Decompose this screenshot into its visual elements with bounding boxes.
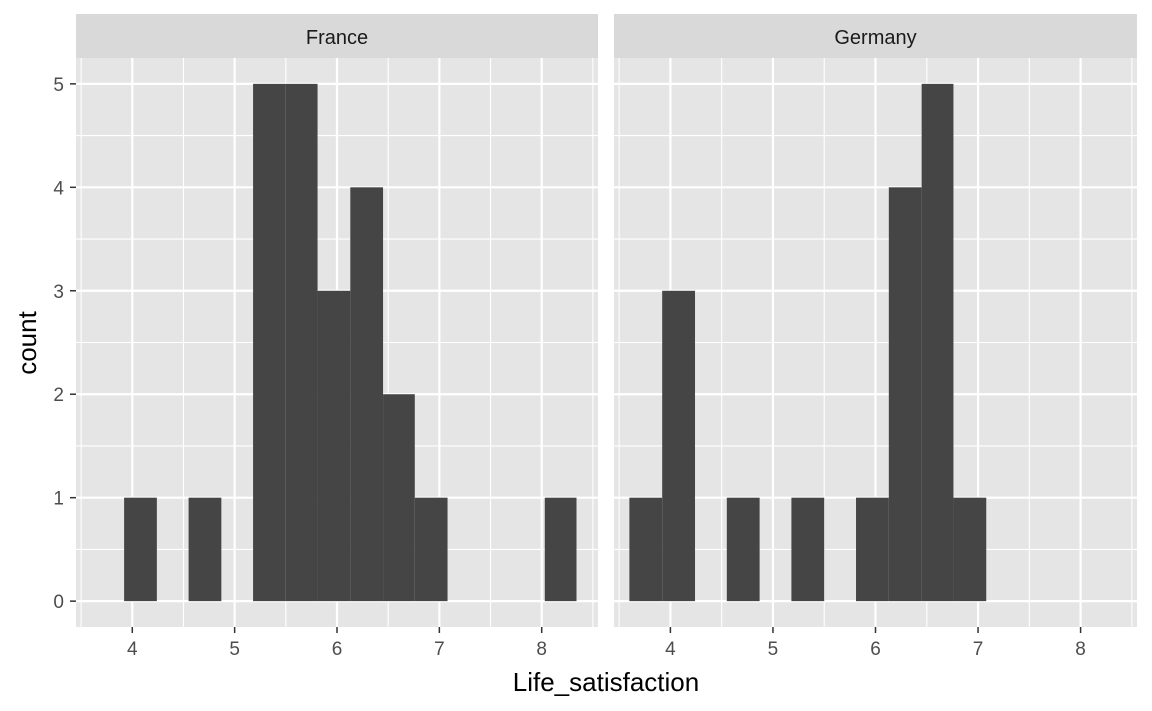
histogram-bar: [921, 83, 954, 602]
y-axis-title: count: [12, 310, 42, 374]
x-tick-label: 8: [536, 639, 547, 660]
facet-strip-label: France: [306, 27, 368, 49]
histogram-bar: [383, 394, 415, 602]
histogram-bar: [856, 497, 889, 602]
histogram-bar: [253, 83, 286, 602]
x-tick-label: 4: [127, 639, 138, 660]
y-tick-label: 3: [53, 282, 64, 303]
histogram-bar: [414, 497, 448, 602]
x-tick-label: 7: [434, 639, 445, 660]
y-tick-label: 1: [53, 489, 64, 510]
histogram-bar: [888, 187, 922, 602]
x-tick-label: 6: [332, 639, 343, 660]
x-tick-label: 5: [229, 639, 240, 660]
y-tick-label: 5: [53, 75, 64, 96]
x-tick-label: 8: [1075, 639, 1086, 660]
x-tick-label: 4: [665, 639, 676, 660]
histogram-bar: [662, 290, 696, 602]
histogram-bar: [953, 497, 987, 602]
y-tick-label: 0: [53, 592, 64, 613]
histogram-bar: [350, 187, 384, 602]
histogram-bar: [124, 497, 157, 602]
x-axis-title: Life_satisfaction: [513, 667, 699, 697]
y-tick-label: 2: [53, 385, 64, 406]
histogram-bar: [285, 83, 318, 602]
facet-panels: France 4 5 6 7 8 Germany 4 5 6 7 8: [76, 14, 1137, 660]
facet-strip: [76, 14, 598, 58]
y-tick-label: 4: [53, 178, 64, 199]
x-tick-label: 5: [768, 639, 779, 660]
x-tick-label: 6: [870, 639, 881, 660]
histogram-bar: [726, 497, 760, 602]
facet-strip: [614, 14, 1137, 58]
x-tick-label: 7: [973, 639, 984, 660]
histogram-bar: [188, 497, 222, 602]
panel-france: France 4 5 6 7 8: [76, 14, 598, 660]
histogram-bar: [791, 497, 825, 602]
histogram-bar: [629, 497, 663, 602]
panel-germany: Germany 4 5 6 7 8: [614, 14, 1137, 660]
facet-strip-label: Germany: [834, 27, 916, 49]
y-axis: 0 1 2 3 4 5: [53, 75, 76, 613]
histogram-bar: [317, 290, 351, 602]
histogram-bar: [544, 497, 577, 602]
